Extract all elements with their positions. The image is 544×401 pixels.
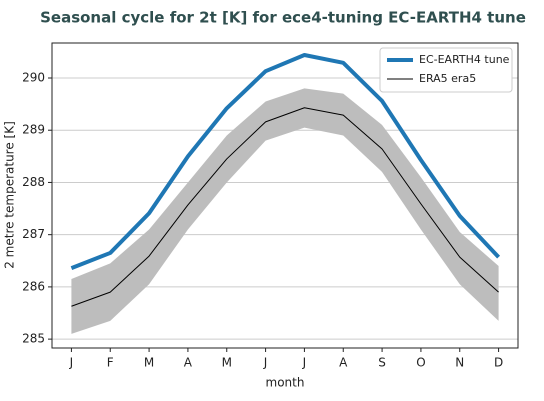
x-tick-label: F xyxy=(107,356,114,370)
x-tick-label: M xyxy=(222,356,232,370)
x-tick-label: N xyxy=(455,356,464,370)
series-line xyxy=(70,53,501,270)
y-tick-label: 285 xyxy=(22,332,45,346)
x-tick-label: A xyxy=(184,356,193,370)
legend-label: ERA5 era5 xyxy=(419,72,476,85)
y-axis-label: 2 metre temperature [K] xyxy=(3,121,17,269)
x-tick-label: O xyxy=(416,356,425,370)
y-tick-label: 288 xyxy=(22,175,45,189)
legend-label: EC-EARTH4 tune xyxy=(419,53,510,66)
x-tick-label: M xyxy=(144,356,154,370)
x-tick-label: J xyxy=(263,356,268,370)
x-tick-label: D xyxy=(494,356,503,370)
series-line xyxy=(71,107,499,307)
x-axis-label: month xyxy=(266,376,305,390)
y-tick-label: 286 xyxy=(22,279,45,293)
y-tick-label: 289 xyxy=(22,123,45,137)
x-tick-label: S xyxy=(378,356,386,370)
y-tick-label: 290 xyxy=(22,70,45,84)
band xyxy=(71,88,499,334)
x-tick-label: J xyxy=(69,356,74,370)
y-tick-label: 287 xyxy=(22,227,45,241)
plot-frame xyxy=(51,42,519,349)
chart-title: Seasonal cycle for 2t [K] for ece4-tunin… xyxy=(40,9,526,27)
x-tick-label: J xyxy=(302,356,307,370)
x-tick-label: A xyxy=(339,356,348,370)
